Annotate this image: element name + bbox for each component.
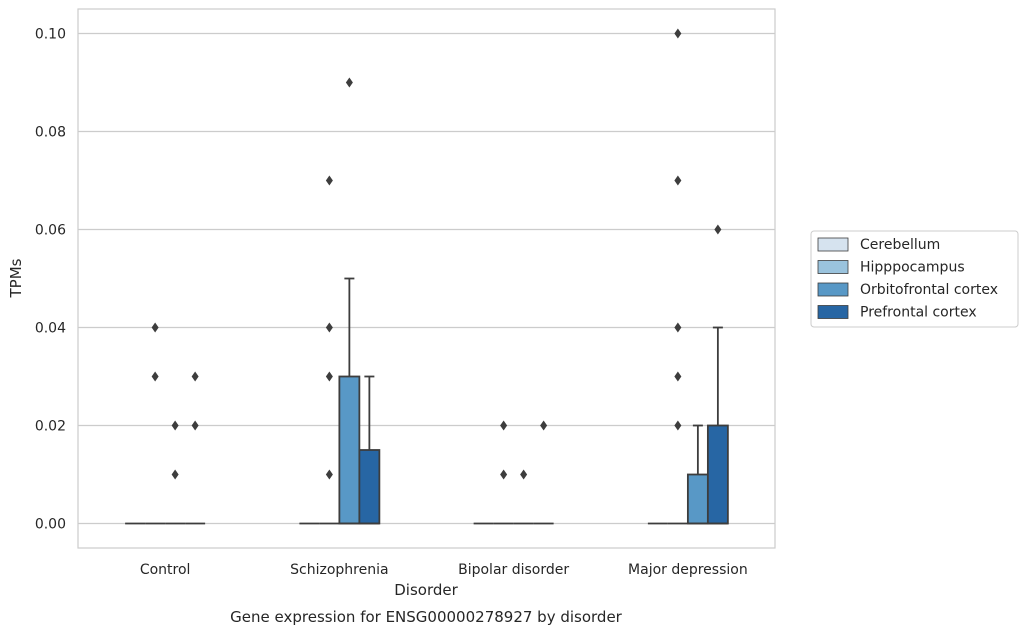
legend-label: Orbitofrontal cortex bbox=[860, 282, 998, 298]
box-orbitofrontal-cortex bbox=[338, 77, 361, 525]
box-prefrontal-cortex bbox=[533, 420, 554, 525]
y-tick-label: 0.02 bbox=[35, 419, 66, 435]
x-tick-label: Bipolar disorder bbox=[458, 562, 569, 578]
y-tick-label: 0.00 bbox=[35, 517, 66, 533]
legend-swatch bbox=[817, 305, 849, 319]
outlier-point bbox=[674, 28, 682, 39]
box-hipppocampus bbox=[145, 322, 166, 525]
x-tick-label: Major depression bbox=[628, 562, 748, 578]
outlier-point bbox=[325, 175, 333, 186]
legend-swatch bbox=[817, 260, 849, 274]
outlier-point bbox=[540, 420, 548, 431]
legend-label: Hipppocampus bbox=[860, 260, 965, 276]
box-prefrontal-cortex bbox=[185, 371, 206, 525]
outlier-point bbox=[500, 420, 508, 431]
outlier-point bbox=[520, 469, 528, 480]
outlier-point bbox=[171, 420, 179, 431]
legend: Cerebellum Hipppocampus Orbitofrontal cort… bbox=[810, 230, 1019, 328]
box-body bbox=[706, 424, 729, 525]
y-tick-labels: 0.00 0.02 0.04 0.06 0.08 0.10 bbox=[35, 27, 66, 533]
outlier-point bbox=[674, 371, 682, 382]
outlier-point bbox=[191, 371, 199, 382]
legend-label: Prefrontal cortex bbox=[860, 305, 977, 321]
outlier-point bbox=[151, 371, 159, 382]
box-prefrontal-cortex bbox=[706, 224, 729, 525]
outlier-point bbox=[674, 175, 682, 186]
box-hipppocampus bbox=[493, 420, 514, 525]
outlier-point bbox=[674, 322, 682, 333]
outlier-point bbox=[191, 420, 199, 431]
box-body bbox=[358, 449, 381, 525]
box-body bbox=[338, 375, 361, 525]
outlier-point bbox=[325, 469, 333, 480]
outlier-point bbox=[714, 224, 722, 235]
box-hipppocampus bbox=[667, 28, 688, 525]
outlier-point bbox=[325, 371, 333, 382]
legend-swatch bbox=[817, 237, 849, 252]
box-orbitofrontal-cortex bbox=[165, 420, 186, 525]
outlier-point bbox=[171, 469, 179, 480]
x-tick-labels: Control Schizophrenia Bipolar disorder Majo… bbox=[140, 562, 748, 578]
y-axis-label: TPMs bbox=[7, 258, 25, 298]
outlier-point bbox=[151, 322, 159, 333]
plot-frame bbox=[77, 8, 776, 549]
x-tick-label: Schizophrenia bbox=[290, 562, 388, 578]
legend-label: Cerebellum bbox=[860, 237, 940, 253]
y-tick-label: 0.04 bbox=[35, 321, 66, 337]
legend-swatch bbox=[817, 282, 849, 297]
box-plot-layer bbox=[125, 28, 729, 525]
legend-frame bbox=[810, 230, 1019, 328]
figure-caption: Gene expression for ENSG00000278927 by d… bbox=[230, 608, 623, 626]
y-tick-label: 0.08 bbox=[35, 125, 66, 141]
outlier-point bbox=[325, 322, 333, 333]
outlier-point bbox=[345, 77, 353, 88]
box-hipppocampus bbox=[319, 175, 340, 525]
grid-lines bbox=[78, 32, 775, 525]
box-prefrontal-cortex bbox=[358, 375, 381, 525]
y-tick-label: 0.06 bbox=[35, 223, 66, 239]
box-orbitofrontal-cortex bbox=[686, 424, 709, 525]
y-tick-label: 0.10 bbox=[35, 27, 66, 43]
x-axis-label: Disorder bbox=[394, 581, 458, 599]
x-tick-label: Control bbox=[140, 562, 191, 578]
outlier-point bbox=[674, 420, 682, 431]
outlier-point bbox=[500, 469, 508, 480]
box-orbitofrontal-cortex bbox=[513, 469, 534, 525]
box-body bbox=[686, 473, 709, 525]
